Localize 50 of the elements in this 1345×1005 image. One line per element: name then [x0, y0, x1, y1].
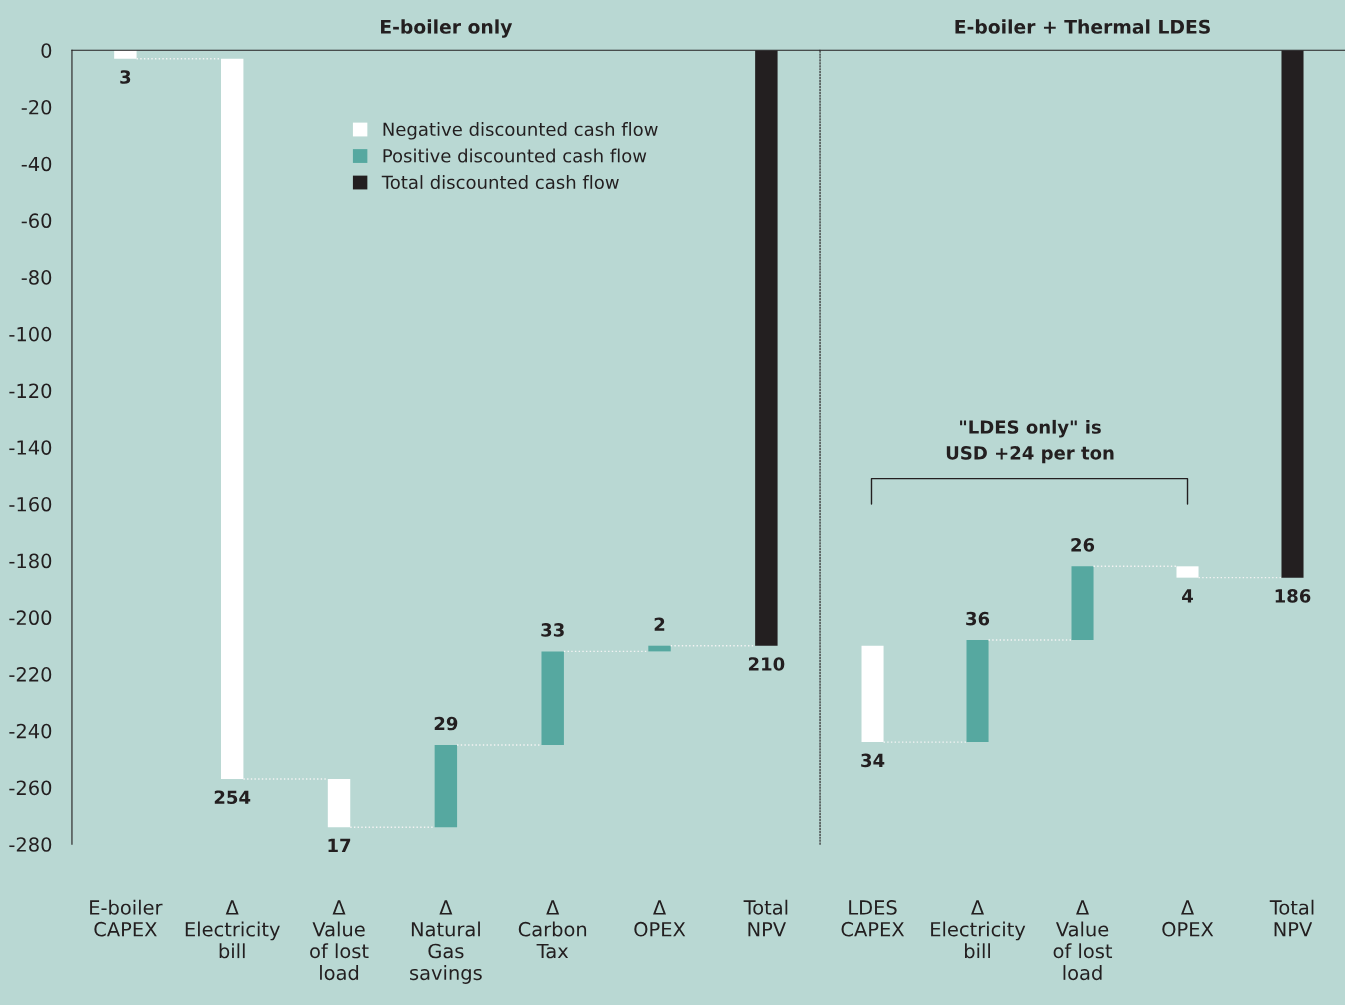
bar — [434, 744, 458, 828]
y-tick-label: -260 — [9, 780, 52, 796]
data-label: 33 — [541, 623, 564, 637]
x-tick-label: Total NPV — [743, 899, 788, 937]
x-tick-label: Δ Value of lost load — [1053, 900, 1113, 981]
bar — [541, 651, 564, 745]
y-tick-label: -280 — [9, 837, 52, 852]
y-tick-label: -20 — [21, 99, 52, 115]
y-tick-label: -220 — [9, 667, 52, 682]
data-label: 210 — [748, 657, 785, 671]
annotation: "LDES only" is USD +24 per ton — [946, 419, 1114, 464]
bar — [1071, 566, 1094, 641]
legend-label: Negative discounted cash flow — [383, 122, 658, 140]
x-tick-label: Total NPV — [1269, 899, 1314, 937]
y-tick-label: -80 — [21, 270, 52, 285]
chart-title: E-boiler + Thermal LDES — [955, 19, 1210, 34]
x-tick-label: Δ OPEX — [634, 900, 686, 937]
data-label: 186 — [1275, 589, 1311, 603]
y-tick-label: -180 — [9, 553, 52, 569]
y-tick-label: -140 — [9, 440, 52, 455]
y-tick-label: -60 — [21, 213, 52, 229]
data-label: 2 — [654, 617, 665, 631]
x-tick-label: Δ OPEX — [1162, 900, 1214, 937]
x-tick-label: Δ Natural Gas savings — [410, 900, 482, 984]
legend-label: Total discounted cash flow — [381, 175, 619, 190]
x-tick-label: Δ Carbon Tax — [518, 900, 587, 959]
chart-title: E-boiler only — [381, 19, 513, 38]
bar — [966, 640, 989, 743]
x-tick-label: Δ Electricity bill — [931, 900, 1026, 959]
data-label: 254 — [214, 790, 251, 805]
x-tick-label: LDES CAPEX — [841, 900, 905, 937]
data-label: 17 — [328, 838, 351, 853]
x-tick-label: E-boiler CAPEX — [90, 899, 163, 937]
data-label: 26 — [1071, 538, 1095, 552]
y-tick-label: -240 — [9, 723, 52, 739]
y-tick-label: -100 — [9, 326, 52, 342]
bar — [648, 645, 671, 652]
data-label: 36 — [966, 611, 990, 626]
x-tick-label: Δ Electricity bill — [185, 900, 280, 959]
x-tick-label: Δ Value of lost load — [310, 900, 369, 981]
y-tick-label: -160 — [9, 496, 52, 512]
y-tick-label: -200 — [9, 610, 52, 626]
y-tick-label: 0 — [41, 43, 52, 58]
data-label: 34 — [861, 753, 885, 768]
y-tick-label: -120 — [9, 383, 52, 399]
y-tick-label: -40 — [21, 156, 52, 172]
legend-label: Positive discounted cash flow — [383, 148, 647, 163]
data-label: 29 — [434, 716, 458, 731]
data-label: 3 — [120, 70, 131, 84]
data-label: 4 — [1182, 589, 1193, 603]
